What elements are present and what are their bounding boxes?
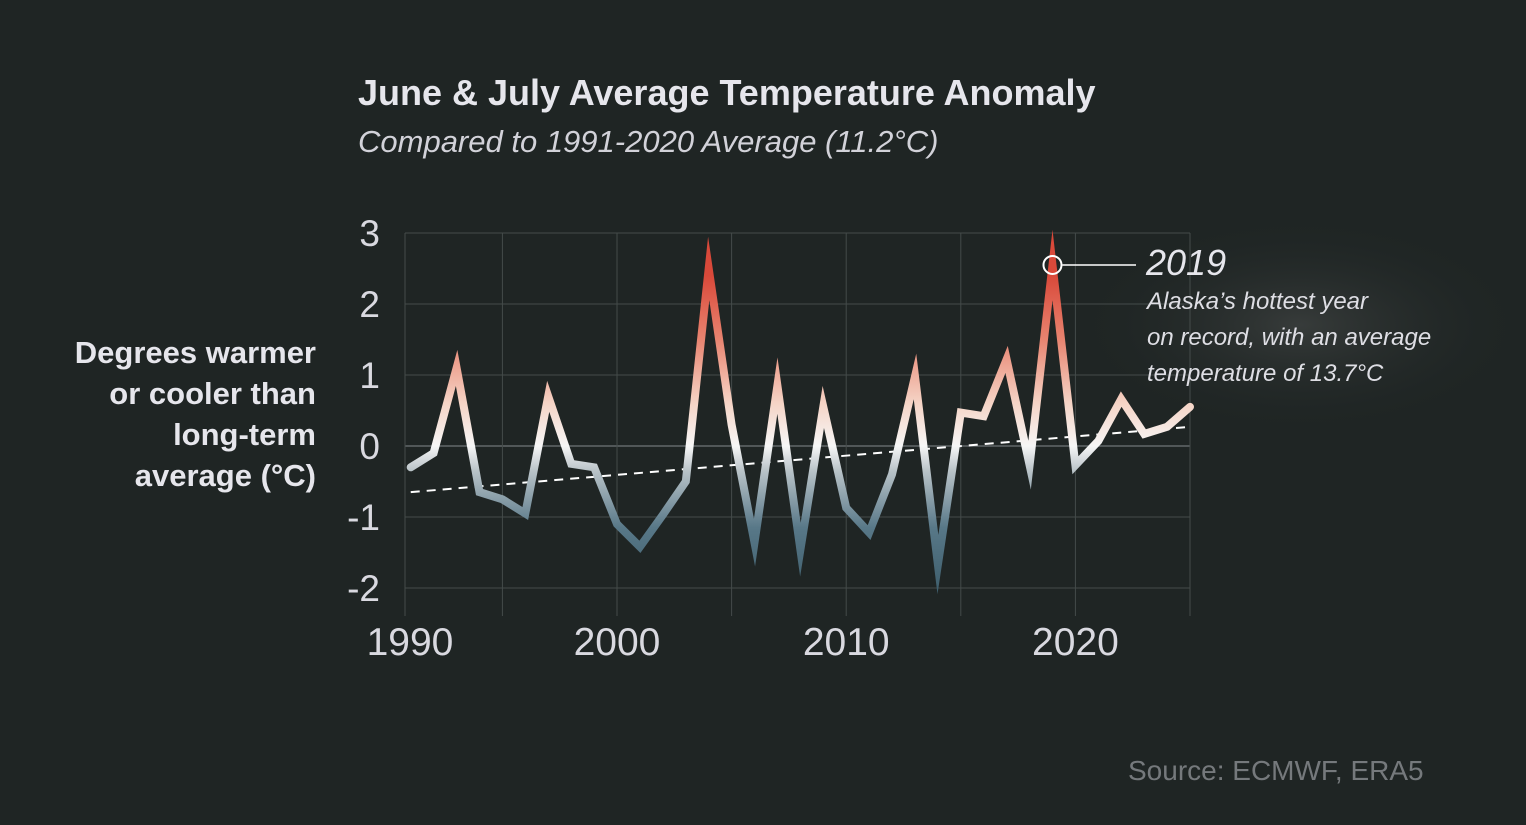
data-point <box>934 561 942 569</box>
annotation-circle <box>1042 254 1063 275</box>
data-point <box>728 421 736 429</box>
data-point <box>659 511 667 519</box>
data-point <box>842 504 850 512</box>
data-point <box>498 495 506 503</box>
data-point <box>430 449 438 457</box>
data-point <box>1140 430 1148 438</box>
series-line <box>406 229 1194 595</box>
y-axis-label: Degrees warmer or cooler than long-term … <box>16 332 316 496</box>
data-point <box>957 409 965 417</box>
data-point <box>888 470 896 478</box>
data-point <box>1003 355 1011 363</box>
x-tick-label: 1990 <box>367 621 454 664</box>
data-point <box>1094 437 1102 445</box>
annotation-line: Alaska’s hottest year <box>1147 288 1369 315</box>
annotation-line: temperature of 13.7°C <box>1147 360 1384 387</box>
data-point <box>682 478 690 486</box>
y-tick-label: -1 <box>347 497 380 538</box>
trend-line <box>410 425 1191 494</box>
data-point <box>521 509 529 517</box>
temperature-anomaly-line <box>406 229 1194 595</box>
y-axis-label-line: average (°C) <box>134 458 316 493</box>
data-point <box>1117 395 1125 403</box>
data-point <box>1071 461 1079 469</box>
data-point <box>1186 403 1194 411</box>
data-point <box>1163 423 1171 431</box>
x-tick-label: 2020 <box>1032 621 1119 664</box>
y-tick-label: 0 <box>359 426 380 467</box>
data-point <box>1048 261 1056 269</box>
annotation-glow <box>1070 215 1526 435</box>
annotation-line: on record, with an average <box>1147 324 1432 351</box>
chart-subtitle: Compared to 1991-2020 Average (11.2°C) <box>358 124 939 159</box>
data-point <box>475 488 483 496</box>
data-point <box>567 460 575 468</box>
y-tick-label: 1 <box>359 355 380 396</box>
trend-line-segment <box>410 425 1191 494</box>
data-point <box>773 382 781 390</box>
data-point <box>453 364 461 372</box>
y-tick-label: -2 <box>347 568 380 609</box>
x-tick-label: 2010 <box>803 621 890 664</box>
y-axis-label-line: Degrees warmer <box>74 335 316 370</box>
data-point <box>407 463 415 471</box>
data-point <box>819 403 827 411</box>
data-point <box>613 520 621 528</box>
annotation-marker <box>1042 254 1136 275</box>
data-point <box>865 529 873 537</box>
data-point <box>544 392 552 400</box>
x-tick-label: 2000 <box>574 621 661 664</box>
data-point <box>705 265 713 273</box>
annotation-text: Alaska’s hottest year on record, with an… <box>1147 284 1431 392</box>
data-point <box>911 372 919 380</box>
source-note: Source: ECMWF, ERA5 <box>1128 755 1424 786</box>
data-point <box>636 543 644 551</box>
y-axis-label-line: or cooler than <box>109 376 316 411</box>
y-axis-label-line: long-term <box>173 417 316 452</box>
data-point <box>980 412 988 420</box>
data-point <box>590 463 598 471</box>
data-point <box>796 546 804 554</box>
data-point <box>751 539 759 547</box>
tick-labels: 3 2 1 0 -1 -2 1990 2000 2010 2020 <box>347 213 1119 664</box>
chart-title: June & July Average Temperature Anomaly <box>358 72 1096 113</box>
y-tick-label: 2 <box>359 284 380 325</box>
annotation-year: 2019 <box>1146 242 1227 283</box>
y-tick-label: 3 <box>359 213 380 254</box>
data-point <box>1026 461 1034 469</box>
